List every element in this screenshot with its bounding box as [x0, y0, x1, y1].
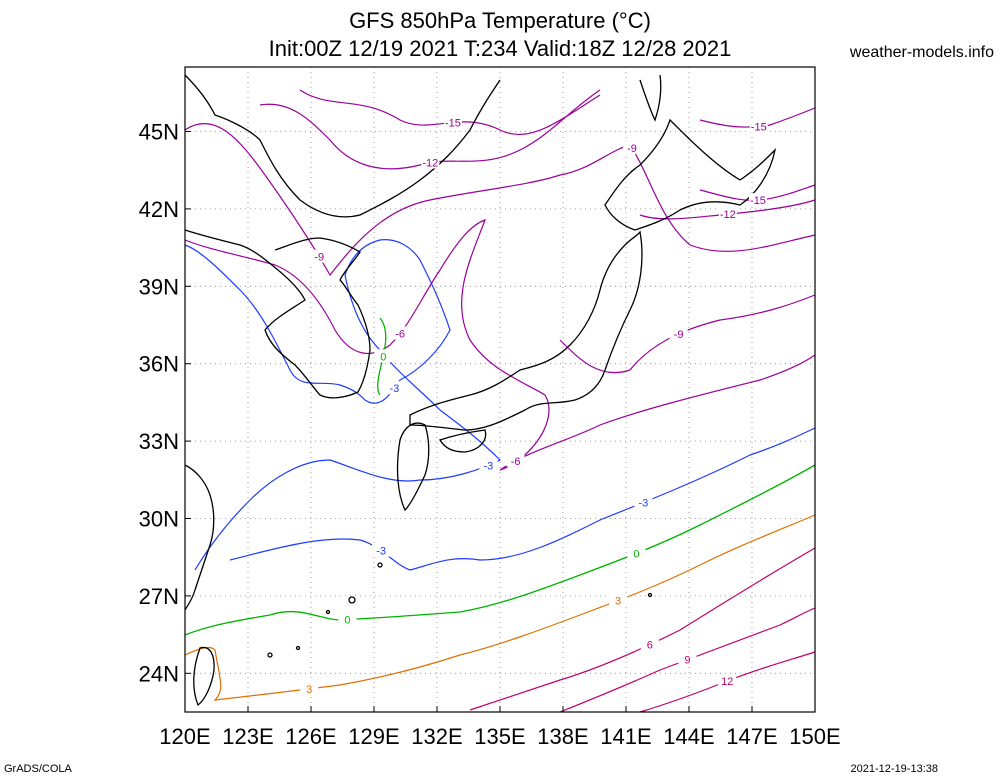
- contour-label-bg: [609, 593, 628, 607]
- contour-label: -3: [376, 546, 386, 558]
- lon-tick-label: 120E: [159, 724, 210, 749]
- lon-tick-label: 132E: [411, 724, 462, 749]
- lat-tick-label: 39N: [139, 274, 179, 299]
- contour-label-bg: [391, 326, 410, 340]
- contour-label: -15: [445, 117, 461, 129]
- contour-label-bg: [506, 453, 525, 467]
- isotherm-minus6: [184, 219, 816, 471]
- generation-timestamp: 2021-12-19-13:38: [850, 763, 938, 775]
- lon-tick-label: 147E: [726, 724, 777, 749]
- contour-label: 9: [684, 655, 690, 667]
- contour-label: 0: [380, 351, 386, 363]
- source-site-label: weather-models.info: [849, 44, 994, 61]
- lon-tick-label: 129E: [348, 724, 399, 749]
- contour-label-bg: [627, 546, 646, 560]
- contour-label-bg: [310, 249, 329, 263]
- isotherm-minus3-south: [229, 427, 816, 571]
- contour-label-bg: [300, 681, 319, 695]
- contour-label: 6: [647, 640, 653, 652]
- contour-label: -12: [422, 157, 438, 169]
- contour-label: 3: [306, 684, 312, 696]
- contour-label-bg: [443, 115, 462, 129]
- contour-label-bg: [748, 193, 767, 207]
- contour-label: -3: [390, 383, 400, 395]
- lon-tick-label: 126E: [285, 724, 336, 749]
- chart-title: GFS 850hPa Temperature (°C): [349, 8, 651, 33]
- contour-labels: -15 -15 -15 -12 -12 -9 -9 -9 -6 -6 -3 -3 -3 -3 0 0 0 3 3 6 9…: [300, 115, 768, 696]
- contour-label-bg: [374, 349, 393, 363]
- lon-tick-label: 141E: [600, 724, 651, 749]
- isotherm-minus15-east: [699, 107, 816, 128]
- contour-label-bg: [718, 674, 737, 688]
- contour-label: -9: [627, 143, 637, 155]
- software-credit: GrADS/COLA: [4, 763, 72, 775]
- isotherm-minus3: [184, 239, 502, 571]
- graticule: [185, 67, 815, 712]
- contour-label-bg: [678, 652, 697, 666]
- isotherm-0: [184, 464, 816, 636]
- coastlines: [184, 74, 777, 707]
- contour-label-bg: [634, 495, 653, 509]
- contour-label: -3: [484, 460, 494, 472]
- isotherm-minus9-lower: [559, 294, 816, 374]
- lon-tick-label: 135E: [474, 724, 525, 749]
- axis-ticks: 120E 123E 126E 129E 132E 135E 138E 141E 144E 147E…: [139, 120, 841, 750]
- lon-tick-label: 150E: [789, 724, 840, 749]
- contour-label: -15: [751, 121, 767, 133]
- contour-label-bg: [718, 207, 737, 221]
- contour-label: 0: [344, 615, 350, 627]
- contour-label: -15: [750, 195, 766, 207]
- contour-label-bg: [385, 381, 404, 395]
- contour-label-bg: [372, 543, 391, 557]
- contour-label: 3: [615, 596, 621, 608]
- isotherm-0-coast: [377, 317, 387, 396]
- contour-label-bg: [479, 458, 498, 472]
- isotherm-9: [559, 607, 816, 713]
- contour-label-bg: [622, 141, 641, 155]
- contour-label: -9: [674, 329, 684, 341]
- isotherm-6: [469, 547, 816, 711]
- contour-label: -9: [314, 252, 324, 264]
- contour-label: -3: [638, 498, 648, 510]
- lon-tick-label: 138E: [537, 724, 588, 749]
- isotherm-minus12: [259, 89, 601, 170]
- contour-label: -6: [511, 456, 521, 468]
- contour-label-bg: [338, 612, 357, 626]
- contour-label-bg: [421, 155, 440, 169]
- contour-label-bg: [749, 119, 768, 133]
- lat-tick-label: 24N: [139, 661, 179, 686]
- contour-label: 12: [721, 676, 733, 688]
- lat-tick-label: 42N: [139, 197, 179, 222]
- contour-label-bg: [640, 637, 659, 651]
- lat-tick-label: 27N: [139, 584, 179, 609]
- lon-tick-label: 144E: [663, 724, 714, 749]
- temperature-contours: [184, 89, 816, 713]
- isotherm-minus9: [184, 123, 816, 277]
- lat-tick-label: 36N: [139, 352, 179, 377]
- contour-label-bg: [669, 326, 688, 340]
- lat-tick-label: 45N: [139, 120, 179, 145]
- lon-tick-label: 123E: [222, 724, 273, 749]
- isotherm-3: [184, 514, 816, 701]
- chart-subtitle: Init:00Z 12/19 2021 T:234 Valid:18Z 12/2…: [268, 36, 732, 61]
- contour-label: -6: [395, 328, 405, 340]
- lat-tick-label: 33N: [139, 429, 179, 454]
- contour-label: -12: [720, 209, 736, 221]
- contour-label: 0: [633, 548, 639, 560]
- lat-tick-label: 30N: [139, 507, 179, 532]
